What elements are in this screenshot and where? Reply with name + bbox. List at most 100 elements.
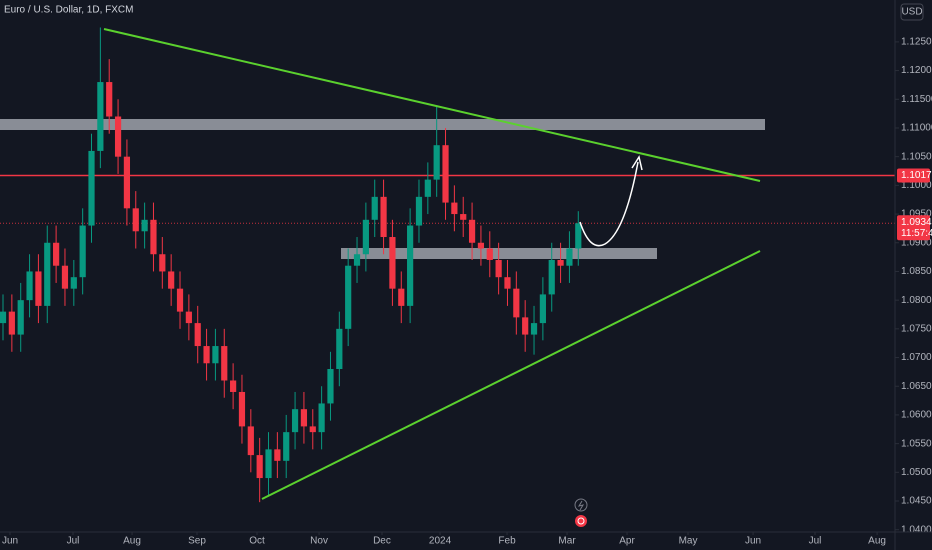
candle-body (477, 242, 485, 249)
candle-body (247, 426, 254, 456)
candle-body (176, 288, 184, 312)
candle-body (504, 277, 511, 289)
candle-body (522, 317, 529, 335)
x-tick-label: Jul (67, 536, 80, 547)
resistance-zone (0, 119, 765, 130)
candle-body (44, 242, 51, 306)
y-tick-label: 1.07500 (901, 323, 932, 334)
y-tick-label: 1.12000 (901, 65, 932, 76)
y-tick-label: 1.08500 (901, 266, 932, 277)
candle-body (17, 300, 24, 335)
x-tick-label: Nov (310, 536, 328, 547)
candle-body (194, 323, 201, 347)
x-tick-label: Oct (249, 536, 265, 547)
x-tick-label: Apr (619, 536, 635, 547)
y-tick-label: 1.05000 (901, 467, 932, 478)
candle-body (88, 150, 95, 226)
candle-body (97, 82, 104, 151)
candle-body (460, 214, 467, 220)
candle-body (35, 271, 42, 306)
candle-body (265, 449, 272, 479)
candle-body (132, 208, 139, 232)
candle-body (353, 254, 361, 266)
candle-body (566, 248, 573, 266)
candle-body (345, 265, 352, 329)
candle-body (230, 380, 237, 392)
candle-body (575, 223, 582, 249)
candle-body (486, 248, 493, 260)
candle-body (150, 219, 157, 255)
candle-body (238, 391, 246, 427)
candle-body (8, 311, 15, 335)
x-tick-label: Jun (745, 536, 761, 547)
x-tick-label: 2024 (429, 536, 452, 547)
y-tick-label: 1.10500 (901, 151, 932, 162)
projection-arrow (579, 161, 639, 247)
x-tick-label: Aug (123, 536, 141, 547)
candle-body (114, 116, 122, 157)
currency: USD (901, 7, 922, 18)
x-tick-label: May (679, 536, 698, 547)
x-tick-label: Mar (558, 536, 576, 547)
candle-body (442, 145, 449, 203)
candle-body (468, 219, 476, 243)
x-tick-label: Jul (809, 536, 822, 547)
candle-body (0, 311, 7, 324)
y-tick-label: 1.08000 (901, 295, 932, 306)
y-tick-label: 1.09500 (901, 209, 932, 220)
y-tick-label: 1.11000 (901, 123, 932, 134)
candle-body (70, 277, 77, 289)
candle-body (291, 409, 299, 433)
candle-body (451, 202, 458, 215)
dividend-icon-inner (577, 517, 585, 525)
candle-body (336, 328, 343, 370)
y-tick-label: 1.06000 (901, 410, 932, 421)
candle-body (539, 294, 546, 324)
lower-trendline (261, 250, 761, 500)
candle-body (185, 311, 192, 324)
candle-body (79, 225, 86, 278)
candle-body (415, 196, 423, 226)
candle-body (424, 179, 431, 197)
candle-body (433, 145, 440, 180)
event-icon-bolt (577, 500, 585, 511)
countdown-label: 11:57:45 (901, 228, 932, 239)
x-tick-label: Jun (2, 536, 18, 547)
axis-ticks: 1.04000 1.04500 1.05000 1.05500 1.06000 1.065… (2, 37, 932, 547)
candle-body (513, 288, 520, 318)
candle-body (159, 254, 166, 272)
last-price-label: 1.09340 (901, 217, 932, 228)
candle-body (61, 265, 69, 289)
y-tick-label: 1.04500 (901, 496, 932, 507)
x-tick-label: Feb (498, 536, 516, 547)
candle-body (380, 196, 387, 238)
candle-body (26, 271, 33, 301)
dividend-icon[interactable] (575, 515, 587, 527)
y-tick-label: 1.10000 (901, 180, 932, 191)
y-tick-label: 1.12500 (901, 37, 932, 48)
candles (0, 27, 582, 503)
y-tick-label: 1.11500 (901, 94, 932, 105)
x-tick-label: Aug (868, 536, 886, 547)
level-label-box (897, 168, 930, 183)
candle-body (300, 409, 308, 427)
y-tick-label: 1.04000 (901, 524, 932, 535)
currency-box[interactable] (900, 3, 924, 21)
arrow-head (631, 155, 643, 171)
y-tick-label: 1.05500 (901, 438, 932, 449)
y-tick-label: 1.07000 (901, 352, 932, 363)
event-icon[interactable] (574, 498, 588, 512)
candle-body (327, 369, 334, 404)
candle-body (318, 403, 325, 433)
candle-body (362, 219, 369, 255)
candle-body (371, 196, 378, 220)
candle-body (398, 288, 405, 306)
last-price-box (897, 215, 930, 241)
candle-body (407, 225, 414, 306)
candle-body (141, 219, 148, 232)
candle-body (274, 449, 281, 461)
